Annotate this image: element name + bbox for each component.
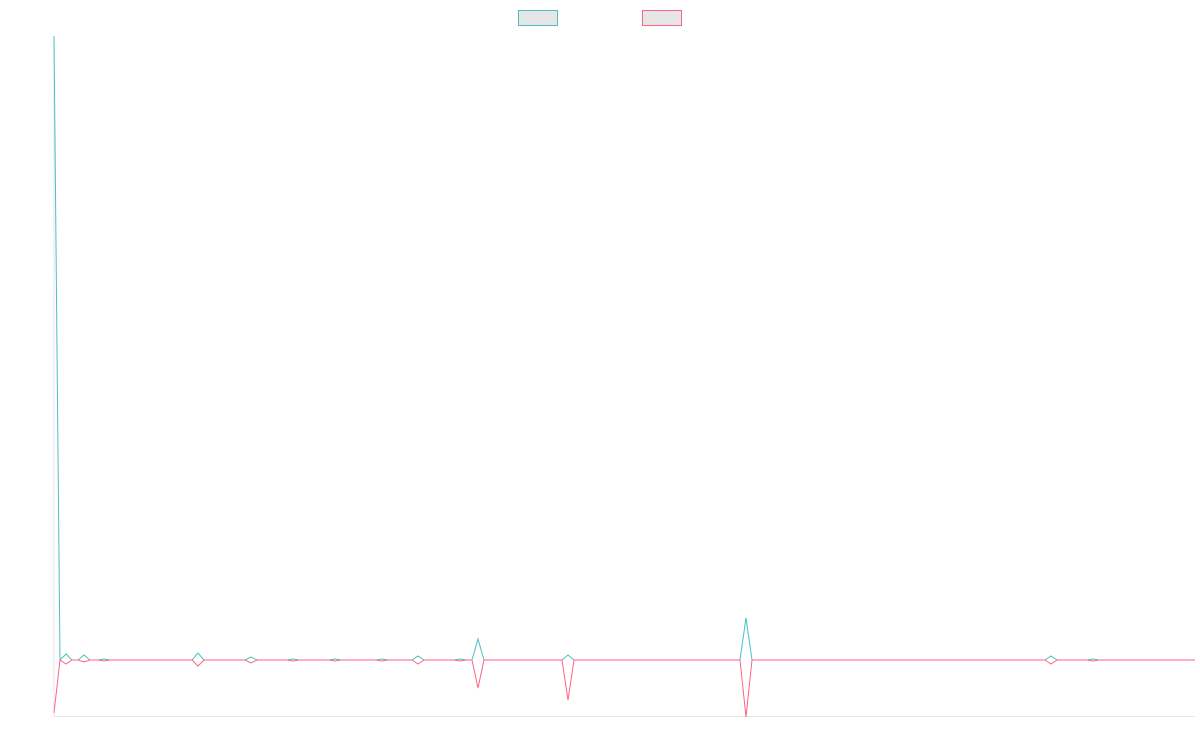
legend-swatch xyxy=(642,10,682,26)
line-series xyxy=(53,35,1195,662)
legend-swatch xyxy=(518,10,558,26)
line-series xyxy=(53,659,1195,718)
